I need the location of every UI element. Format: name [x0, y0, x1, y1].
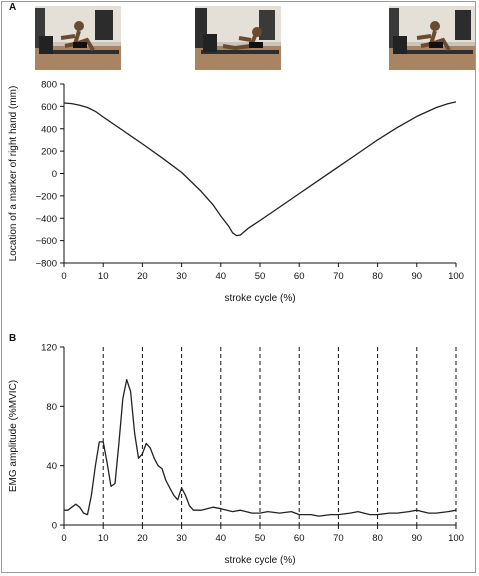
emg-y-tick-label: 120 — [41, 343, 57, 354]
emg-x-tick-label: 20 — [137, 533, 148, 544]
emg-y-tick-label: 0 — [52, 521, 57, 532]
emg-x-tick-label: 40 — [216, 533, 227, 544]
emg-x-tick-label: 50 — [255, 533, 266, 544]
hand-position-x-tick-label: 30 — [176, 271, 187, 282]
hand-position-y-tick-label: 800 — [41, 80, 57, 91]
hand-position-y-tick-label: 200 — [41, 147, 57, 158]
hand-position-x-axis-label: stroke cycle (%) — [224, 293, 295, 304]
hand-position-y-axis-label: Location of a marker of right hand (mm) — [8, 86, 19, 262]
emg-x-tick-label: 80 — [372, 533, 383, 544]
hand-position-y-tick-label: 0 — [52, 169, 57, 180]
hand-position-x-tick-label: 40 — [216, 271, 227, 282]
hand-position-y-tick-label: −800 — [36, 259, 57, 270]
emg-x-tick-label: 90 — [412, 533, 423, 544]
hand-position-x-tick-label: 20 — [137, 271, 148, 282]
emg-x-tick-label: 10 — [98, 533, 109, 544]
hand-position-y-tick-label: 600 — [41, 102, 57, 113]
emg-x-tick-label: 30 — [176, 533, 187, 544]
hand-position-x-tick-label: 70 — [333, 271, 344, 282]
hand-position-x-tick-label: 90 — [412, 271, 423, 282]
hand-position-y-tick-label: −600 — [36, 236, 57, 247]
emg-chart: 0 40 80 120 0 10 20 30 40 50 60 70 80 90 100 stroke cyc… — [8, 343, 464, 567]
rowing-photo-catch — [35, 6, 121, 70]
emg-y-axis-label: EMG amplitude (%MVIC) — [8, 380, 19, 492]
emg-x-tick-label: 100 — [448, 533, 464, 544]
panel-b-letter: B — [9, 333, 17, 344]
hand-position-x-tick-label: 50 — [255, 271, 266, 282]
hand-position-chart: 800 600 400 200 0 −200 −400 −600 −800 0 10 20 30 40 50… — [8, 80, 464, 305]
emg-series-line — [64, 378, 457, 517]
hand-position-y-tick-label: −200 — [36, 191, 57, 202]
hand-position-y-tick-label: −400 — [36, 214, 57, 225]
hand-position-x-tick-label: 60 — [294, 271, 305, 282]
panel-a-letter: A — [9, 2, 17, 13]
hand-position-x-tick-label: 10 — [98, 271, 109, 282]
hand-position-x-tick-label: 80 — [372, 271, 383, 282]
hand-position-x-tick-label: 0 — [61, 271, 66, 282]
hand-position-x-tick-label: 100 — [448, 271, 464, 282]
rowing-photo-catch-return — [389, 6, 475, 70]
emg-x-tick-label: 60 — [294, 533, 305, 544]
emg-y-tick-label: 40 — [46, 461, 57, 472]
hand-position-series-line — [63, 101, 457, 237]
rowing-photo-finish — [195, 6, 281, 70]
emg-x-tick-label: 0 — [61, 533, 66, 544]
hand-position-y-tick-label: 400 — [41, 124, 57, 135]
emg-x-axis-label: stroke cycle (%) — [224, 555, 295, 566]
emg-y-tick-label: 80 — [46, 402, 57, 413]
emg-x-tick-label: 70 — [333, 533, 344, 544]
